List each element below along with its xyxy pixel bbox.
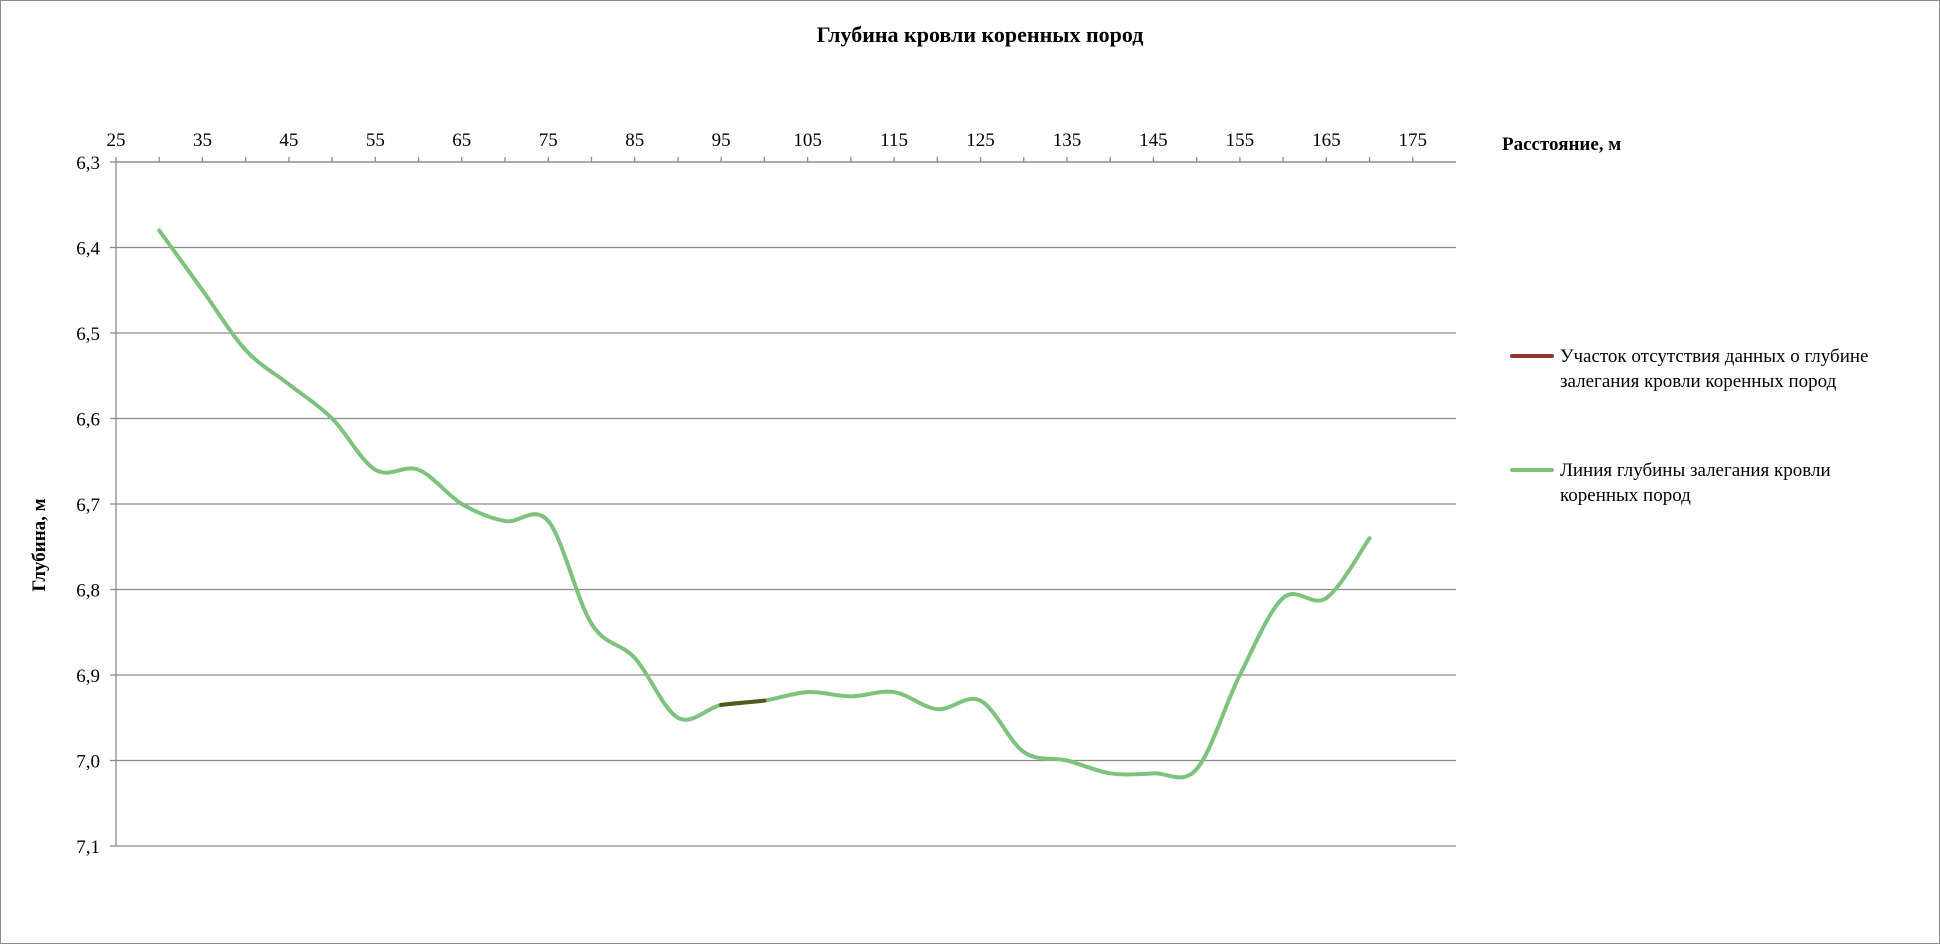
x-tick-label-4: 65 — [452, 130, 471, 151]
series-lines — [157, 228, 1372, 780]
x-tick-label-11: 135 — [1053, 130, 1082, 151]
x-tick-label-2: 45 — [279, 130, 298, 151]
x-tick-label-9: 115 — [880, 130, 908, 151]
x-tick-label-6: 85 — [625, 130, 644, 151]
y-tick-label-5: 6,8 — [76, 581, 100, 602]
x-tick-label-13: 155 — [1226, 130, 1255, 151]
x-tick-label-0: 25 — [107, 130, 126, 151]
series-line-missing-data — [719, 698, 767, 707]
x-tick-label-10: 125 — [966, 130, 995, 151]
x-axis-label: Расстояние, м — [1502, 134, 1622, 155]
gridlines — [116, 161, 1456, 847]
y-tick-label-8: 7,1 — [76, 837, 100, 858]
y-tick-label-2: 6,5 — [76, 324, 100, 345]
y-axis-label: Глубина, м — [29, 498, 50, 592]
y-tick-label-1: 6,4 — [76, 239, 100, 260]
x-tick-labels: 25 35 45 55 65 75 85 95 105 115 125 135 145 155 165 175 — [107, 130, 1428, 151]
x-tick-label-15: 175 — [1399, 130, 1428, 151]
y-tick-label-6: 6,9 — [76, 666, 100, 687]
y-tick-label-7: 7,0 — [76, 752, 100, 773]
x-tick-label-12: 145 — [1139, 130, 1168, 151]
axes — [110, 157, 1456, 847]
x-tick-label-8: 105 — [793, 130, 822, 151]
legend-label-missing-data: Участок отсутствия данных о глубине зале… — [1560, 346, 1869, 392]
x-tick-label-14: 165 — [1312, 130, 1341, 151]
y-tick-labels: 6,3 6,4 6,5 6,6 6,7 6,8 6,9 7,0 7,1 — [76, 153, 100, 858]
legend-item-depth-line: Линия глубины залегания кровли коренных … — [1510, 458, 1910, 508]
legend-swatch-depth-line — [1510, 468, 1554, 472]
legend-label-depth-line: Линия глубины залегания кровли коренных … — [1560, 460, 1831, 506]
chart-title: Глубина кровли коренных пород — [816, 22, 1144, 47]
x-tick-label-3: 55 — [366, 130, 385, 151]
y-tick-label-3: 6,6 — [76, 410, 100, 431]
y-tick-label-4: 6,7 — [76, 495, 100, 516]
x-tick-label-7: 95 — [712, 130, 731, 151]
legend-swatch-missing-data — [1510, 354, 1554, 358]
x-tick-label-5: 75 — [539, 130, 558, 151]
legend-item-missing-data: Участок отсутствия данных о глубине зале… — [1510, 344, 1910, 394]
y-tick-label-0: 6,3 — [76, 153, 100, 174]
legend: Участок отсутствия данных о глубине зале… — [1510, 344, 1910, 572]
x-tick-label-1: 35 — [193, 130, 212, 151]
